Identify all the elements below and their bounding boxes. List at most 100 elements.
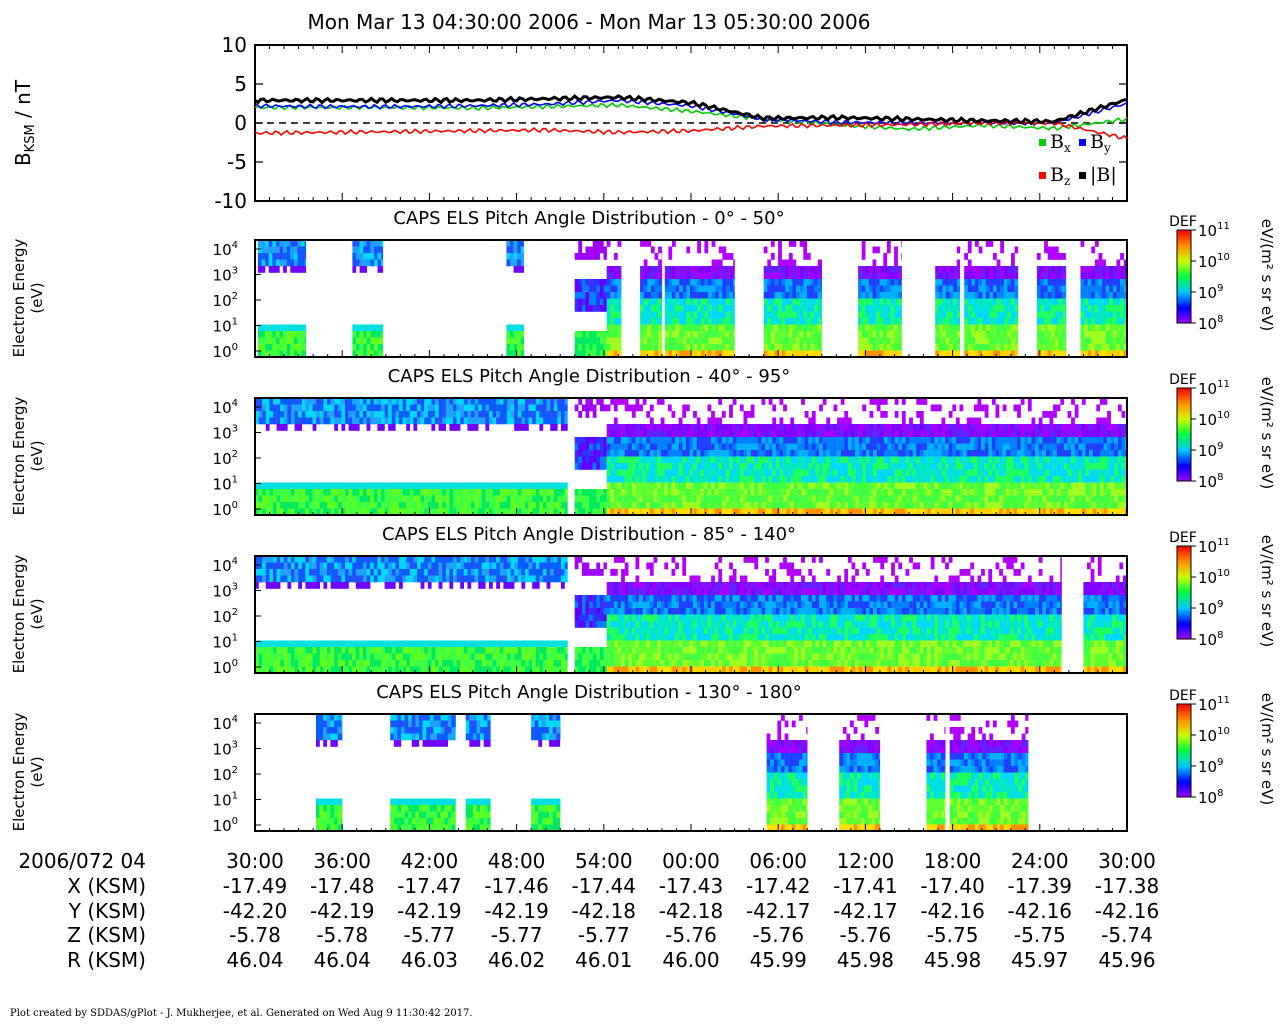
- spectrogram-cell: [770, 253, 775, 260]
- spectrogram-cell: [732, 495, 737, 503]
- spectrogram-cell: [785, 266, 790, 273]
- spectrogram-cell: [647, 292, 652, 299]
- spectrogram-cell: [880, 398, 885, 405]
- spectrogram-cell: [525, 508, 529, 516]
- spectrogram-cell: [381, 502, 385, 509]
- spectrogram-cell: [265, 324, 269, 332]
- spectrogram-cell: [763, 331, 768, 338]
- spectrogram-cell: [736, 456, 741, 464]
- spectrogram-cell: [862, 437, 867, 444]
- spectrogram-cell: [337, 495, 342, 503]
- spectrogram-cell: [808, 476, 813, 483]
- spectrogram-cell: [352, 502, 356, 509]
- spectrogram-cell: [1035, 450, 1039, 457]
- spectrogram-cell: [381, 417, 385, 425]
- spectrogram-cell: [1014, 305, 1019, 312]
- spectrogram-cell: [995, 430, 1000, 438]
- spectrogram-cell: [574, 344, 579, 351]
- spectrogram-cell: [578, 456, 583, 464]
- spectrogram-cell: [293, 350, 298, 358]
- spectrogram-cell: [880, 469, 885, 477]
- spectrogram-cell: [861, 292, 866, 299]
- spectrogram-cell: [283, 259, 287, 267]
- spectrogram-cell: [991, 443, 996, 451]
- spectrogram-cell: [690, 350, 694, 358]
- spectrogram-cell: [767, 324, 772, 332]
- spectrogram-cell: [370, 324, 375, 332]
- spectrogram-cell: [255, 502, 259, 509]
- spectrogram-cell: [948, 443, 953, 451]
- spectrogram-cell: [981, 450, 985, 457]
- spectrogram-cell: [337, 508, 342, 516]
- spectrogram-cell: [653, 443, 658, 451]
- spectrogram-cell: [696, 482, 701, 490]
- spectrogram-cell: [1116, 318, 1121, 325]
- spectrogram-cell: [799, 318, 804, 325]
- spectrogram-cell: [413, 502, 418, 509]
- spectrogram-cell: [733, 272, 735, 280]
- spectrogram-cell: [654, 292, 659, 299]
- spectrogram-cell: [624, 404, 629, 412]
- spectrogram-cell: [703, 469, 708, 477]
- spectrogram-cell: [642, 476, 647, 483]
- spectrogram-cell: [1102, 337, 1106, 345]
- spectrogram-cell: [606, 272, 611, 280]
- spectrogram-cell: [359, 489, 364, 496]
- spectrogram-cell: [729, 437, 733, 444]
- spectrogram-cell: [797, 508, 802, 516]
- spectrogram-cell: [474, 411, 479, 418]
- spectrogram-cell: [935, 318, 939, 325]
- spectrogram-cell: [384, 502, 389, 509]
- spectrogram-cell: [273, 404, 277, 412]
- spectrogram-cell: [894, 285, 898, 293]
- spectrogram-cell: [1120, 324, 1124, 332]
- spectrogram-cell: [1031, 482, 1036, 490]
- spectrogram-cell: [599, 279, 604, 286]
- spectrogram-cell: [610, 443, 615, 451]
- spectrogram-cell: [736, 437, 741, 444]
- spectrogram-cell: [704, 246, 709, 254]
- spectrogram-cell: [876, 404, 881, 412]
- spectrogram-cell: [657, 450, 661, 457]
- spectrogram-cell: [647, 285, 652, 293]
- spectrogram-cell: [952, 456, 957, 464]
- spectrogram-cell: [971, 279, 976, 286]
- spectrogram-cell: [916, 456, 921, 464]
- spectrogram-cell: [689, 489, 694, 496]
- spectrogram-cell: [514, 489, 518, 496]
- spectrogram-cell: [1006, 437, 1011, 444]
- spectrogram-cell: [679, 331, 683, 338]
- spectrogram-cell: [912, 437, 917, 444]
- spectrogram-cell: [894, 450, 899, 457]
- spectrogram-cell: [1002, 424, 1007, 431]
- spectrogram-cell: [561, 417, 565, 425]
- spectrogram-cell: [975, 331, 979, 338]
- spectrogram-cell: [660, 424, 665, 431]
- spectrogram-cell: [862, 443, 867, 451]
- spectrogram-cell: [747, 437, 751, 444]
- spectrogram-cell: [945, 450, 949, 457]
- spectrogram-cell: [431, 502, 436, 509]
- spectrogram-cell: [804, 437, 809, 444]
- spectrogram-cell: [312, 417, 317, 425]
- spectrogram-cell: [704, 279, 709, 286]
- spectrogram-cell: [309, 404, 313, 412]
- spectrogram-cell: [1027, 398, 1032, 405]
- spectrogram-cell: [517, 259, 521, 267]
- spectrogram-cell: [964, 292, 968, 299]
- spectrogram-cell: [865, 279, 870, 286]
- spectrogram-cell: [725, 463, 730, 470]
- spectrogram-cell: [682, 279, 687, 286]
- spectrogram-cell: [996, 311, 1001, 319]
- spectrogram-cell: [811, 489, 816, 496]
- spectrogram-cell: [1123, 311, 1128, 319]
- spectrogram-cell: [409, 489, 414, 496]
- spectrogram-cell: [352, 508, 356, 516]
- spectrogram-cell: [366, 337, 371, 345]
- spectrogram-cell: [778, 344, 782, 351]
- legend-bz-swatch: [1039, 172, 1046, 179]
- spectrogram-cell: [1105, 305, 1110, 312]
- spectrogram-cell: [356, 324, 360, 332]
- spectrogram-cell: [1027, 437, 1032, 444]
- spectrogram-cell: [989, 272, 994, 280]
